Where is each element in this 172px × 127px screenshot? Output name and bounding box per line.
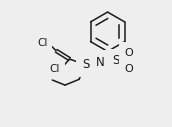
- Text: S: S: [82, 58, 90, 71]
- Text: Cl: Cl: [37, 38, 47, 47]
- Text: Cl: Cl: [50, 64, 60, 74]
- Text: O: O: [124, 64, 133, 74]
- Text: S: S: [112, 54, 120, 67]
- Text: O: O: [124, 48, 133, 58]
- Text: N: N: [96, 56, 105, 69]
